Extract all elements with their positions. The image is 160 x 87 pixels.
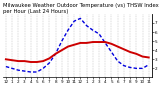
- Text: Milwaukee Weather Outdoor Temperature (vs) THSW Index per Hour (Last 24 Hours): Milwaukee Weather Outdoor Temperature (v…: [3, 3, 159, 14]
